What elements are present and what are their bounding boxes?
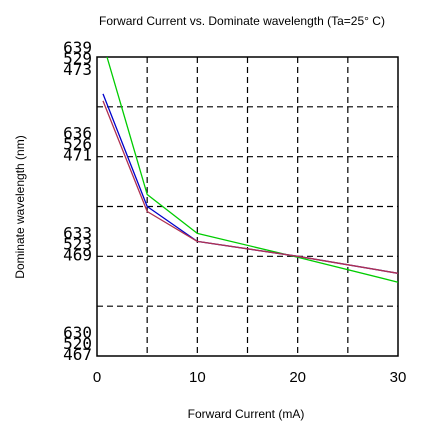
x-tick-label: 30: [390, 369, 407, 386]
plot-frame: [96, 56, 399, 357]
x-tick-label: 20: [289, 369, 306, 386]
y-tick-label: 471: [63, 146, 92, 165]
y-tick-label: 467: [63, 345, 92, 364]
x-axis-label: Forward Current (mA): [188, 407, 305, 421]
y-tick-label: 633: [63, 223, 92, 242]
grid: [97, 57, 398, 356]
y-tick-label: 520: [63, 334, 92, 353]
series-line: [106, 56, 399, 283]
y-tick-label: 526: [63, 135, 92, 154]
y-tick-label: 636: [63, 124, 92, 143]
series-layer: [102, 56, 399, 283]
y-axis-label: Dominate wavelength (nm): [13, 135, 27, 278]
series-line: [102, 100, 399, 274]
y-tick-label: 639: [63, 38, 92, 57]
y-tick-label: 469: [63, 245, 92, 264]
y-tick-label: 523: [63, 234, 92, 253]
x-tick-label: 0: [93, 369, 101, 386]
chart-title: Forward Current vs. Dominate wavelength …: [99, 14, 385, 28]
x-tick-label: 10: [189, 369, 206, 386]
x-axis-ticks: 0 10 20 30: [93, 369, 407, 386]
y-tick-label: 630: [63, 323, 92, 342]
y-tick-label: 473: [63, 60, 92, 79]
y-tick-label: 529: [63, 49, 92, 68]
